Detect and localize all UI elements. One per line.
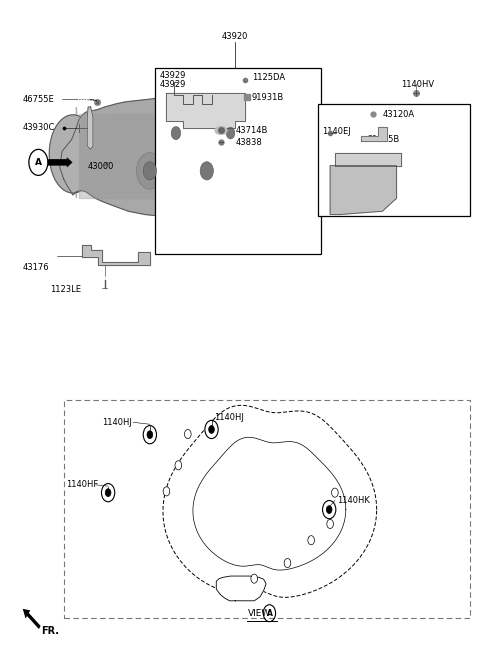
Polygon shape: [361, 127, 387, 141]
Polygon shape: [60, 92, 288, 217]
Bar: [64, 400, 470, 618]
Circle shape: [137, 152, 163, 189]
Text: 43930C: 43930C: [23, 124, 55, 132]
Bar: [155, 68, 321, 254]
Bar: [318, 104, 470, 216]
Text: 43929: 43929: [159, 71, 186, 80]
Circle shape: [193, 152, 220, 189]
Circle shape: [167, 120, 185, 146]
Text: 1140HJ: 1140HJ: [102, 418, 132, 427]
Circle shape: [222, 122, 239, 145]
Circle shape: [105, 489, 111, 497]
Circle shape: [327, 520, 334, 528]
Circle shape: [308, 535, 314, 545]
Text: FR.: FR.: [41, 626, 59, 637]
Polygon shape: [335, 152, 401, 166]
Circle shape: [205, 420, 218, 439]
Text: A: A: [35, 158, 42, 167]
Text: 43929: 43929: [159, 80, 186, 89]
Text: 1140HF: 1140HF: [66, 480, 98, 489]
Circle shape: [332, 488, 338, 497]
Polygon shape: [330, 166, 396, 214]
Circle shape: [163, 487, 170, 496]
FancyArrow shape: [48, 157, 72, 168]
Text: 46755E: 46755E: [23, 95, 54, 104]
Circle shape: [147, 431, 153, 439]
Circle shape: [226, 127, 235, 139]
Circle shape: [101, 484, 115, 502]
Circle shape: [143, 426, 156, 444]
Polygon shape: [167, 93, 245, 128]
Circle shape: [175, 461, 181, 470]
Circle shape: [284, 558, 291, 568]
Text: 1140EJ: 1140EJ: [322, 127, 350, 135]
Circle shape: [209, 426, 215, 434]
Text: A: A: [266, 608, 272, 618]
Text: 21825B: 21825B: [367, 135, 399, 144]
Circle shape: [326, 506, 332, 514]
Text: 1123LE: 1123LE: [50, 285, 81, 294]
Text: 43838: 43838: [235, 138, 262, 147]
Text: 43920: 43920: [222, 32, 249, 41]
Text: 43176: 43176: [23, 263, 49, 273]
Ellipse shape: [215, 127, 227, 135]
Text: 1125DA: 1125DA: [252, 73, 285, 82]
Text: 1140HK: 1140HK: [337, 496, 370, 505]
Circle shape: [184, 430, 191, 439]
Polygon shape: [268, 127, 300, 231]
Circle shape: [323, 501, 336, 519]
Text: 43000: 43000: [87, 162, 114, 171]
Circle shape: [200, 162, 214, 180]
Text: 43714B: 43714B: [235, 126, 268, 135]
Text: 1140HJ: 1140HJ: [214, 413, 244, 422]
Text: 43120A: 43120A: [383, 110, 414, 120]
FancyArrow shape: [23, 609, 41, 629]
Polygon shape: [49, 107, 80, 198]
Text: 91931B: 91931B: [252, 93, 284, 102]
Polygon shape: [83, 245, 150, 265]
Circle shape: [171, 127, 180, 139]
Polygon shape: [79, 114, 169, 198]
Polygon shape: [216, 576, 266, 600]
Circle shape: [143, 162, 156, 180]
Circle shape: [251, 574, 258, 583]
Text: 1140HV: 1140HV: [401, 79, 434, 89]
Text: VIEW: VIEW: [248, 608, 271, 618]
Polygon shape: [87, 107, 93, 149]
